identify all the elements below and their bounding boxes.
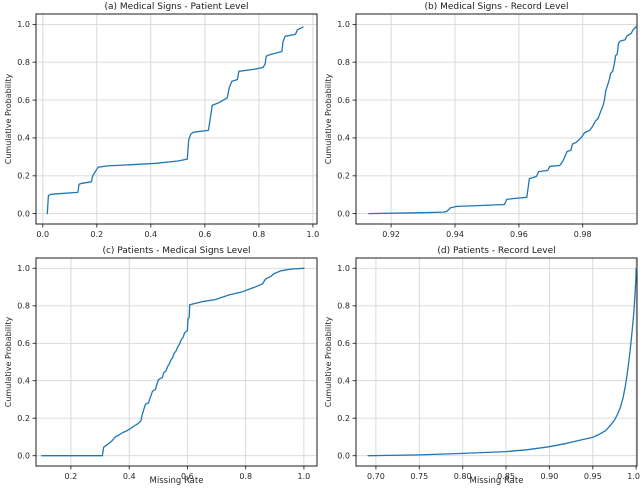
svg-text:0.70: 0.70: [367, 472, 385, 481]
svg-text:0.2: 0.2: [337, 172, 350, 181]
svg-text:0.4: 0.4: [337, 134, 350, 143]
svg-text:0.8: 0.8: [337, 302, 350, 311]
svg-text:0.90: 0.90: [540, 472, 558, 481]
svg-text:0.2: 0.2: [65, 472, 78, 481]
plot-area-c: 0.2 0.4 0.6 0.8 1.0 0.0 0.2 0.4 0.6 0.8 1.0: [17, 257, 318, 481]
svg-text:0.94: 0.94: [446, 230, 464, 239]
gridlines: [356, 258, 637, 466]
gridlines: [36, 258, 317, 466]
svg-text:1.0: 1.0: [337, 264, 350, 273]
panel-d-title: (d) Patients - Record Level: [437, 246, 556, 256]
plot-area-d: 0.70 0.75 0.80 0.85 0.90 0.95 1.00 0.0 0.2 0.4 0.6…: [337, 257, 640, 481]
svg-text:0.6: 0.6: [17, 339, 30, 348]
svg-text:0.96: 0.96: [510, 230, 528, 239]
gridlines: [36, 14, 317, 224]
gridlines: [356, 14, 637, 224]
svg-text:0.8: 0.8: [17, 302, 30, 311]
plot-frame: [355, 13, 638, 225]
svg-text:0.85: 0.85: [497, 472, 515, 481]
svg-text:0.75: 0.75: [410, 472, 428, 481]
panel-a-ylabel: Cumulative Probability: [4, 73, 13, 165]
svg-text:0.4: 0.4: [123, 472, 136, 481]
svg-text:1.0: 1.0: [307, 230, 320, 239]
svg-text:1.0: 1.0: [17, 20, 30, 29]
tick-marks: [32, 23, 314, 228]
svg-text:0.2: 0.2: [17, 414, 30, 423]
tick-labels: 0.2 0.4 0.6 0.8 1.0 0.0 0.2 0.4 0.6 0.8 1.0: [17, 264, 310, 481]
panel-c-ylabel: Cumulative Probability: [4, 316, 13, 408]
tick-labels: 0.0 0.2 0.4 0.6 0.8 1.0 0.0 0.2 0.4 0.6 0.8 1.0: [17, 20, 319, 239]
svg-text:0.6: 0.6: [337, 339, 350, 348]
svg-text:0.0: 0.0: [337, 452, 350, 461]
svg-text:0.0: 0.0: [17, 452, 30, 461]
svg-text:0.98: 0.98: [574, 230, 592, 239]
svg-text:0.0: 0.0: [337, 209, 350, 218]
panel-d-xlabel: Missing Rate: [469, 476, 524, 486]
svg-text:0.92: 0.92: [382, 230, 400, 239]
panel-medical-signs-record-level: 0.92 0.94 0.96 0.98 0.0 0.2 0.4 0.6 0.8 1.0 (b) M…: [320, 0, 640, 246]
cdf-curve: [41, 267, 305, 457]
panel-c-title: (c) Patients - Medical Signs Level: [102, 246, 251, 256]
plot-area-a: 0.0 0.2 0.4 0.6 0.8 1.0 0.0 0.2 0.4 0.6 0.8 1.0: [17, 13, 319, 239]
svg-text:0.80: 0.80: [454, 472, 472, 481]
tick-labels: 0.70 0.75 0.80 0.85 0.90 0.95 1.00 0.0 0.2 0.4 0.6…: [337, 264, 640, 481]
svg-text:0.2: 0.2: [17, 172, 30, 181]
tick-marks: [352, 23, 584, 228]
panel-a-title: (a) Medical Signs - Patient Level: [104, 2, 249, 12]
svg-text:1.0: 1.0: [17, 264, 30, 273]
plot-frame: [35, 257, 318, 467]
plot-frame: [355, 257, 638, 467]
svg-text:0.6: 0.6: [181, 472, 194, 481]
svg-text:0.2: 0.2: [90, 230, 103, 239]
tick-marks: [32, 267, 305, 470]
svg-text:0.0: 0.0: [36, 230, 49, 239]
plot-area-b: 0.92 0.94 0.96 0.98 0.0 0.2 0.4 0.6 0.8 1.0: [337, 13, 638, 239]
svg-text:0.8: 0.8: [337, 58, 350, 67]
svg-text:0.6: 0.6: [337, 96, 350, 105]
svg-text:0.4: 0.4: [144, 230, 157, 239]
tick-labels: 0.92 0.94 0.96 0.98 0.0 0.2 0.4 0.6 0.8 1.0: [337, 20, 591, 239]
svg-text:0.8: 0.8: [239, 472, 252, 481]
svg-text:0.4: 0.4: [17, 377, 30, 386]
panel-c-xlabel: Missing Rate: [149, 476, 204, 486]
svg-text:0.8: 0.8: [253, 230, 266, 239]
svg-text:0.95: 0.95: [584, 472, 602, 481]
svg-text:1.00: 1.00: [627, 472, 640, 481]
svg-text:0.4: 0.4: [17, 134, 30, 143]
svg-text:0.4: 0.4: [337, 377, 350, 386]
tick-marks: [352, 267, 637, 470]
panel-b-title: (b) Medical Signs - Record Level: [424, 2, 569, 12]
plot-frame: [35, 13, 318, 225]
panel-patients-record-level: 0.70 0.75 0.80 0.85 0.90 0.95 1.00 0.0 0.2 0.4 0.6…: [320, 246, 640, 492]
svg-text:1.0: 1.0: [337, 20, 350, 29]
panel-patients-medical-signs-level: 0.2 0.4 0.6 0.8 1.0 0.0 0.2 0.4 0.6 0.8 1.0 (c) Pa…: [0, 246, 320, 492]
panel-d-ylabel: Cumulative Probability: [324, 316, 333, 408]
svg-text:0.8: 0.8: [17, 58, 30, 67]
svg-text:0.0: 0.0: [17, 209, 30, 218]
svg-text:1.0: 1.0: [298, 472, 311, 481]
svg-text:0.6: 0.6: [17, 96, 30, 105]
cdf-curve: [367, 267, 638, 457]
panel-medical-signs-patient-level: 0.0 0.2 0.4 0.6 0.8 1.0 0.0 0.2 0.4 0.6 0.8 1.0 (a)…: [0, 0, 320, 246]
svg-text:0.6: 0.6: [199, 230, 212, 239]
panel-b-ylabel: Cumulative Probability: [324, 73, 333, 165]
cdf-curve: [46, 26, 304, 215]
cdf-curve: [368, 25, 638, 215]
svg-text:0.2: 0.2: [337, 414, 350, 423]
